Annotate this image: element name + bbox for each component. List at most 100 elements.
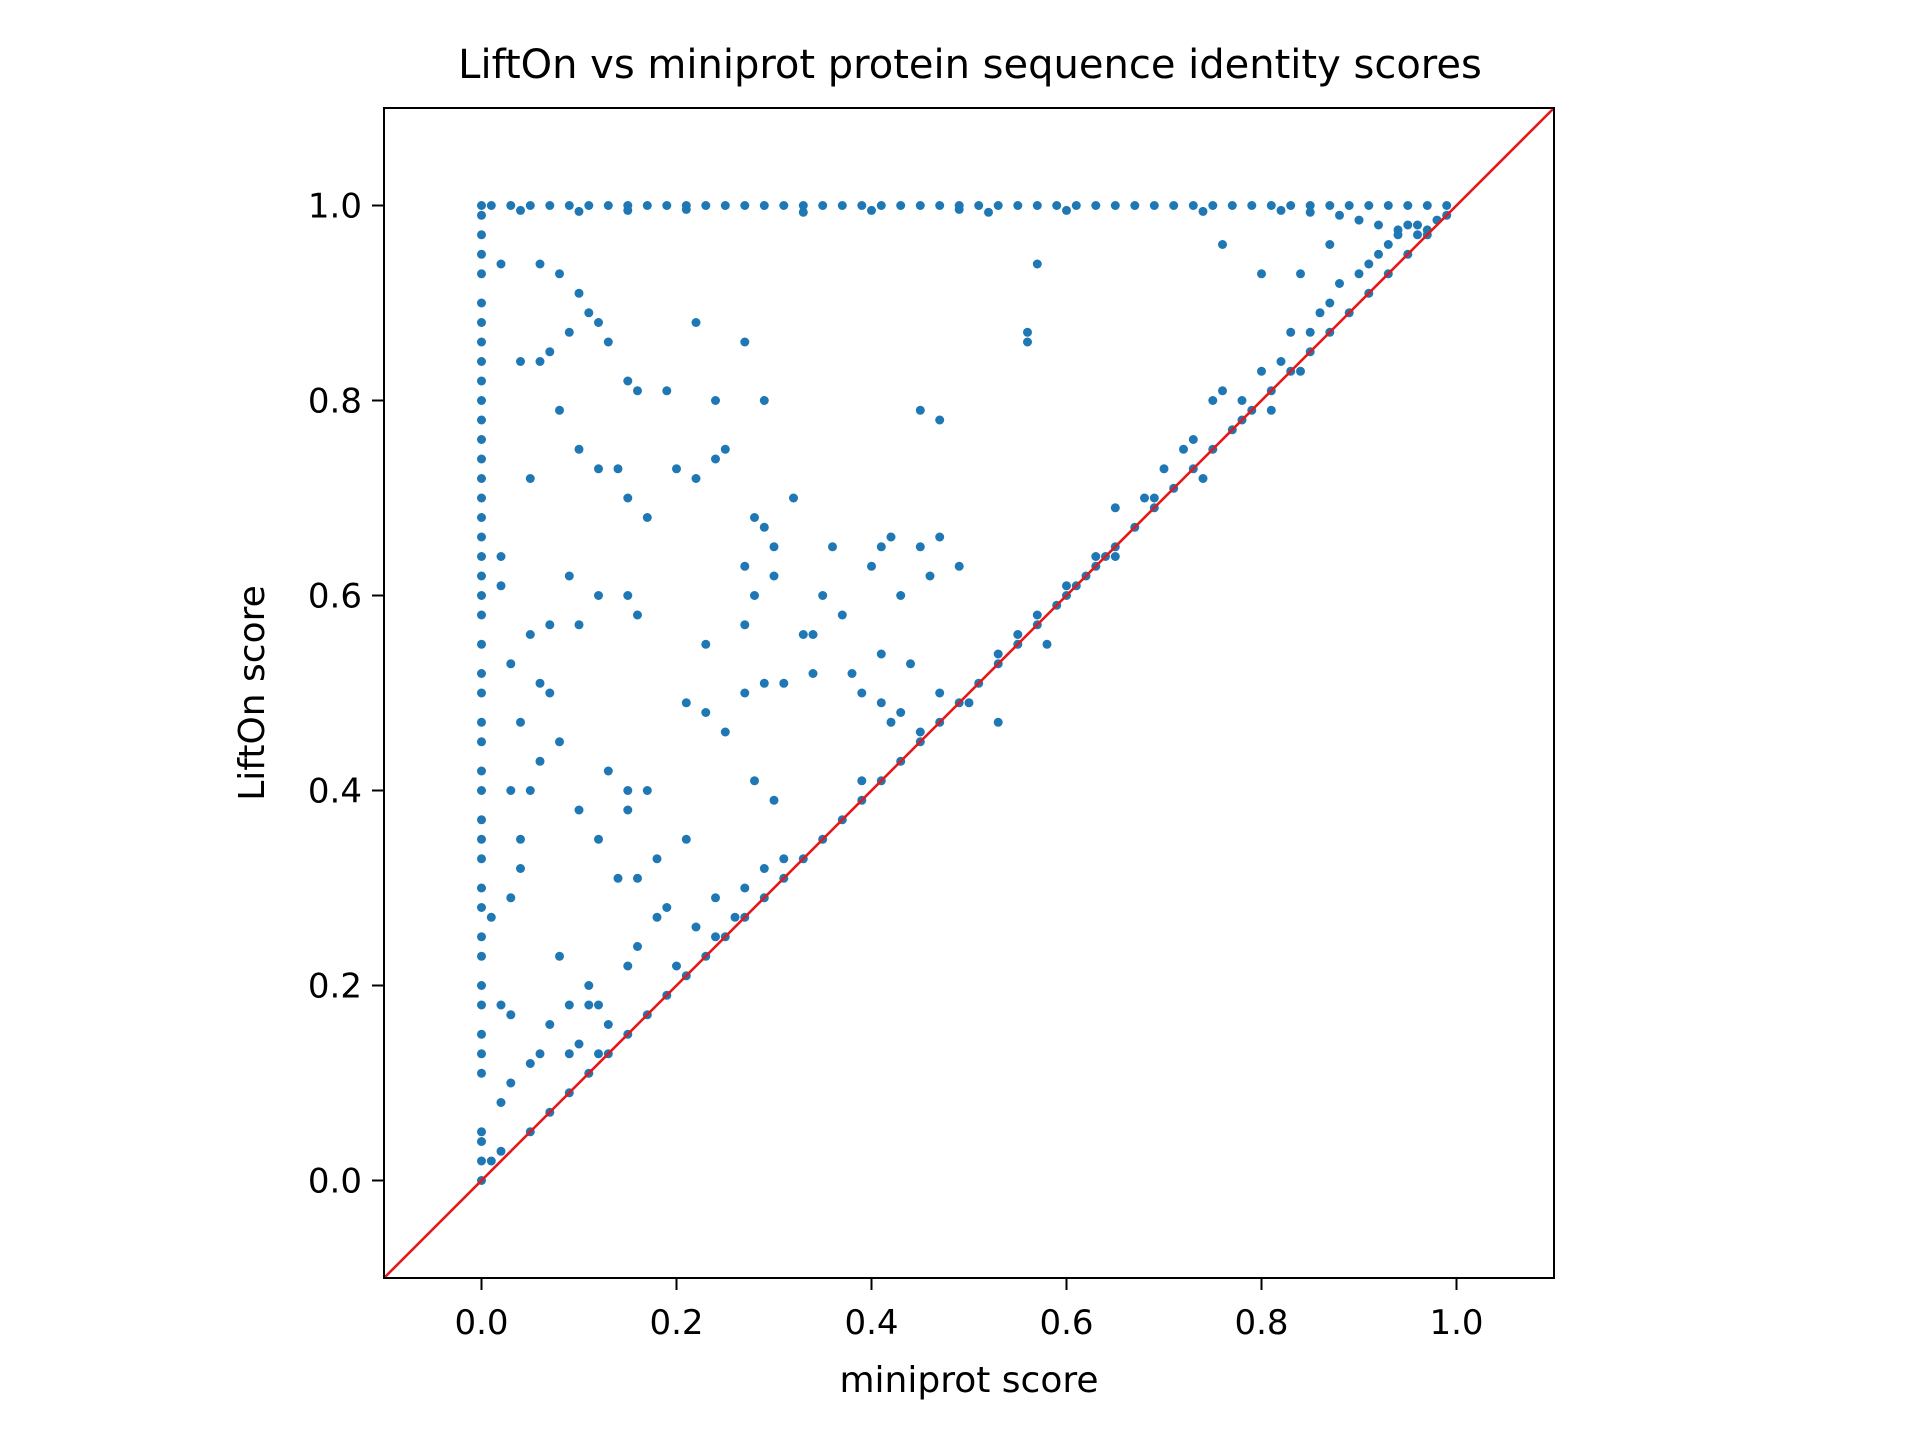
data-point [1364,201,1374,210]
data-point [1257,366,1266,376]
data-point [477,396,486,405]
data-point [1257,269,1266,279]
data-point [594,1000,603,1010]
x-tick-label: 0.2 [649,1303,703,1343]
data-point [555,269,564,279]
data-point [477,815,486,825]
data-point [477,932,486,942]
data-point [642,786,652,795]
data-point [545,201,555,210]
data-point [1374,249,1383,259]
data-point [886,717,896,727]
data-point [1296,366,1305,376]
data-point [603,766,613,776]
data-point [477,854,486,864]
data-point [564,327,574,337]
data-point [1403,220,1413,230]
data-point [477,1049,486,1059]
data-point [486,1156,496,1166]
data-point [1335,279,1344,288]
data-point [954,561,964,571]
data-point [1276,357,1286,366]
data-point [993,201,1003,210]
data-point [477,552,486,561]
data-point [477,1156,486,1166]
data-point [477,435,486,444]
data-point [876,201,886,210]
data-point [867,561,876,571]
data-point [574,1039,584,1049]
data-point [759,201,769,210]
data-point [506,659,516,669]
data-point [1062,205,1071,215]
data-point [496,1146,506,1156]
data-point [496,259,506,269]
data-point [1110,503,1120,513]
data-point [984,207,993,217]
data-point [623,376,633,386]
data-point [662,201,672,210]
data-point [1286,327,1296,337]
data-point [1198,206,1208,216]
data-point [847,669,857,678]
data-point [584,308,594,318]
data-point [545,1020,555,1029]
data-point [1218,386,1227,396]
x-tick-label: 0.6 [1039,1303,1093,1343]
data-point [759,678,769,688]
data-point [594,591,603,600]
data-point [1305,201,1315,210]
data-point [818,201,828,210]
data-point [672,961,681,971]
data-point [1442,201,1452,210]
data-point [477,669,486,678]
data-point [769,571,779,581]
data-point [594,464,603,474]
data-point [701,639,711,649]
data-point [1110,552,1120,561]
data-point [779,854,789,864]
data-point [740,561,750,571]
x-tick-label: 1.0 [1429,1303,1483,1343]
data-point [1305,207,1315,217]
data-point [633,386,642,396]
data-point [1227,201,1237,210]
data-point [711,396,720,405]
data-point [584,981,594,990]
data-point [759,396,769,405]
data-point [1023,327,1032,337]
data-point [691,318,701,327]
data-point [1247,201,1257,210]
data-point [496,1098,506,1107]
data-point [740,337,750,347]
data-point [486,201,496,210]
data-point [857,688,867,698]
data-point [642,513,652,522]
data-point [506,1010,516,1020]
data-point [477,337,486,347]
data-point [525,630,535,639]
data-point [1237,396,1247,405]
data-point [740,883,750,893]
y-tick-label: 0.6 [308,577,362,617]
data-point [1032,610,1042,620]
data-point [808,630,818,639]
data-point [574,206,584,216]
data-point [477,269,486,279]
data-point [477,766,486,776]
data-point [623,205,633,215]
data-point [896,708,906,717]
data-point [915,405,925,415]
data-point [1013,201,1023,210]
data-point [720,727,730,737]
data-point [1393,230,1403,240]
data-point [564,1000,574,1010]
data-point [1062,581,1071,591]
data-point [555,951,564,961]
data-point [652,854,662,864]
data-point [1266,405,1276,415]
data-point [477,298,486,308]
data-point [623,805,633,815]
data-point [1218,240,1227,249]
data-point [633,610,642,620]
